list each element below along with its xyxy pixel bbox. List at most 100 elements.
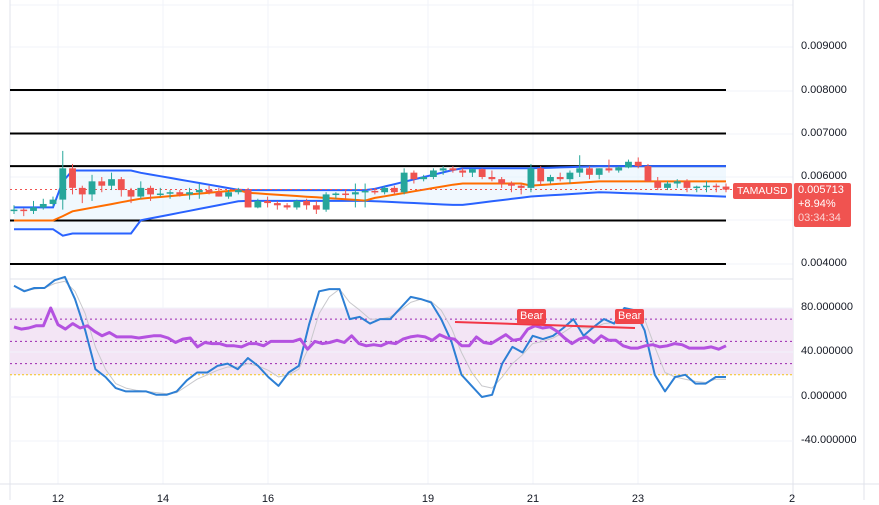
candle bbox=[98, 181, 106, 186]
candle bbox=[59, 168, 67, 200]
candle bbox=[127, 190, 135, 197]
candle bbox=[605, 168, 613, 171]
time-tick-label: 14 bbox=[156, 493, 170, 505]
symbol-tag: TAMAUSD bbox=[733, 183, 792, 199]
candle bbox=[566, 172, 574, 180]
candle bbox=[498, 179, 506, 184]
candle bbox=[293, 200, 301, 208]
oscillator-tick-label: 80.000000 bbox=[801, 301, 853, 313]
candle bbox=[381, 187, 389, 193]
candle bbox=[468, 169, 476, 173]
candle bbox=[30, 207, 37, 211]
candle bbox=[156, 193, 164, 196]
candle bbox=[644, 166, 652, 182]
price-tick-label: 0.009000 bbox=[801, 40, 847, 52]
candle bbox=[390, 187, 398, 193]
candle bbox=[283, 205, 291, 208]
time-tick-label: 16 bbox=[261, 493, 275, 505]
candle bbox=[342, 193, 350, 196]
candle bbox=[664, 183, 671, 188]
candle bbox=[595, 168, 603, 175]
candle bbox=[234, 190, 242, 193]
last-price: 0.005713 bbox=[798, 184, 844, 196]
bear-divergence-label: Bear bbox=[517, 309, 547, 324]
candle bbox=[322, 194, 330, 210]
candle bbox=[478, 169, 486, 177]
candle bbox=[400, 172, 408, 193]
candle bbox=[225, 192, 232, 197]
candle bbox=[429, 170, 437, 177]
candle bbox=[264, 200, 272, 204]
candle bbox=[439, 168, 447, 171]
candle bbox=[137, 187, 145, 197]
candle bbox=[20, 209, 28, 212]
candle bbox=[176, 192, 184, 195]
candle bbox=[722, 186, 730, 190]
candle bbox=[449, 168, 457, 171]
candle bbox=[147, 187, 154, 195]
candle bbox=[488, 177, 496, 180]
candle bbox=[78, 187, 86, 195]
stoch-k-line bbox=[13, 275, 726, 398]
candle bbox=[69, 168, 76, 188]
candle bbox=[361, 190, 369, 193]
oscillator-tick-label: 40.000000 bbox=[801, 345, 853, 357]
bollinger-lower bbox=[14, 191, 727, 237]
price-tick-label: 0.004000 bbox=[801, 257, 847, 269]
candle bbox=[625, 161, 632, 168]
candle bbox=[459, 170, 467, 173]
candle bbox=[586, 168, 593, 175]
candle bbox=[88, 181, 96, 195]
candle bbox=[244, 190, 252, 208]
candle bbox=[215, 192, 223, 197]
candle bbox=[205, 190, 213, 193]
candle bbox=[547, 177, 554, 182]
bear-divergence-label: Bear bbox=[615, 309, 645, 324]
candle bbox=[615, 167, 623, 171]
candle bbox=[410, 172, 418, 180]
candle bbox=[703, 185, 710, 188]
candle bbox=[693, 186, 701, 189]
candle bbox=[49, 199, 57, 204]
bar-countdown: 03:34:34 bbox=[798, 212, 841, 224]
candle bbox=[186, 192, 193, 195]
candle bbox=[312, 205, 320, 210]
candle bbox=[654, 181, 662, 188]
candle bbox=[371, 190, 379, 193]
candle bbox=[195, 190, 203, 193]
time-tick-label: 12 bbox=[51, 493, 65, 505]
candle bbox=[332, 193, 340, 196]
candle bbox=[556, 177, 564, 180]
price-change: +8.94% bbox=[798, 198, 836, 210]
candle bbox=[508, 183, 515, 186]
time-tick-label: 21 bbox=[526, 493, 540, 505]
candle bbox=[273, 203, 281, 206]
candle bbox=[527, 168, 535, 188]
time-tick-label: 2 bbox=[788, 493, 796, 505]
price-tick-label: 0.006000 bbox=[801, 170, 847, 182]
candle bbox=[420, 177, 428, 180]
candle bbox=[39, 203, 47, 208]
candle bbox=[254, 200, 262, 208]
candle bbox=[576, 168, 584, 173]
bear-divergence-line bbox=[454, 321, 636, 329]
candle bbox=[303, 200, 311, 206]
time-tick-label: 19 bbox=[421, 493, 435, 505]
price-tick-label: 0.007000 bbox=[801, 127, 847, 139]
candle bbox=[683, 181, 691, 188]
candle bbox=[673, 181, 681, 184]
candle bbox=[117, 179, 125, 191]
candle bbox=[166, 192, 174, 194]
time-tick-label: 23 bbox=[631, 493, 645, 505]
candle bbox=[10, 209, 18, 212]
candle bbox=[634, 161, 642, 167]
candle bbox=[351, 192, 359, 195]
moving-average bbox=[14, 180, 726, 222]
price-tick-label: 0.008000 bbox=[801, 84, 847, 96]
candle bbox=[517, 185, 525, 188]
last-price-tag: 0.005713 +8.94% 03:34:34 bbox=[794, 183, 851, 227]
candle bbox=[712, 185, 720, 188]
rsi-line bbox=[13, 306, 727, 351]
candle bbox=[537, 168, 545, 182]
